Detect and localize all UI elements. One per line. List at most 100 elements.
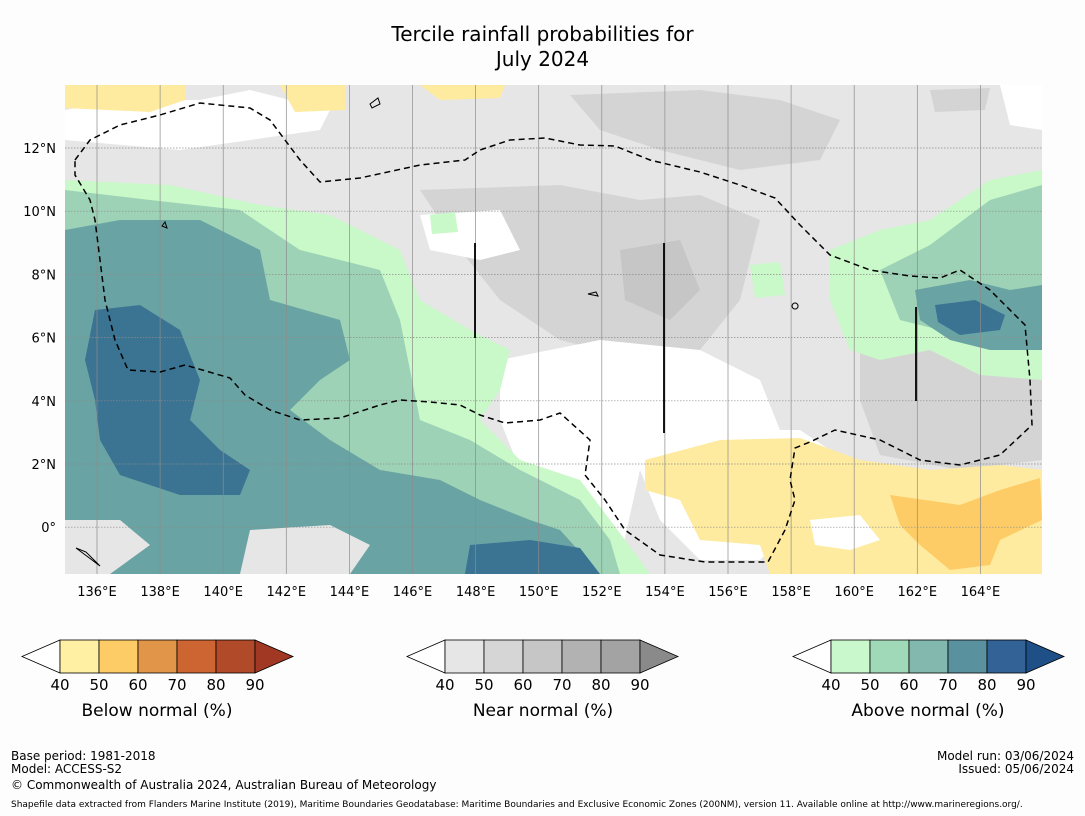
colorbar-title-below: Below normal (%)	[81, 701, 233, 721]
below-normal-area	[890, 478, 1042, 570]
map-title: Tercile rainfall probabilities for July …	[0, 22, 1085, 72]
longitude-label: 162°E	[898, 585, 938, 600]
white-area	[1000, 85, 1042, 130]
longitude-label: 138°E	[140, 585, 180, 600]
above-normal-40	[430, 212, 458, 234]
colorbar-tick-label: 40	[50, 676, 69, 694]
colorbar-cell	[483, 639, 524, 674]
footer-model: Model: ACCESS-S2	[11, 762, 123, 776]
colorbar-cell	[869, 639, 910, 674]
colorbar-cell	[947, 639, 988, 674]
colorbar-tick-label: 60	[513, 676, 532, 694]
longitude-label: 164°E	[961, 585, 1001, 600]
longitude-label: 144°E	[330, 585, 370, 600]
colorbar-tick-label: 70	[938, 676, 957, 694]
latitude-label: 12°N	[23, 142, 56, 157]
below-normal-area	[420, 85, 505, 100]
colorbar-tick-label: 80	[977, 676, 996, 694]
colorbar-cell	[908, 639, 949, 674]
colorbar-under-triangle	[20, 639, 61, 674]
footer-model-run: Model run: 03/06/2024	[936, 749, 1074, 763]
colorbar-over-triangle	[1025, 639, 1066, 674]
latitude-label: 2°N	[32, 458, 57, 473]
colorbar-title-above: Above normal (%)	[851, 701, 1005, 721]
footer-base-period: Base period: 1981-2018	[11, 749, 156, 763]
longitude-label: 140°E	[203, 585, 243, 600]
grid-lines	[65, 85, 1042, 574]
colorbar-tick-label: 40	[821, 676, 840, 694]
white-area	[810, 515, 880, 550]
below-normal-area	[280, 85, 345, 112]
longitude-label: 142°E	[267, 585, 307, 600]
longitude-label: 148°E	[456, 585, 496, 600]
colorbar-cell	[215, 639, 256, 674]
colorbar-tick-label: 70	[552, 676, 571, 694]
colorbar-0: 40 50 60 70 80 90	[20, 639, 295, 694]
map-title-line2: July 2024	[495, 47, 590, 71]
colorbar-tick-label: 90	[245, 676, 264, 694]
latitude-labels: 12°N 10°N 8°N 6°N 4°N 2°N 0°	[23, 142, 56, 536]
colorbar-under-triangle	[405, 639, 446, 674]
below-normal-area	[65, 85, 185, 112]
colorbar-cell	[561, 639, 602, 674]
colorbar-cell	[98, 639, 139, 674]
colorbar-cell	[600, 639, 641, 674]
colorbar-tick-label: 40	[435, 676, 454, 694]
latitude-label: 4°N	[32, 395, 57, 410]
latitude-label: 6°N	[32, 332, 57, 347]
above-normal-70	[85, 305, 250, 495]
colorbar-tick-label: 70	[167, 676, 186, 694]
colorbar-title-near: Near normal (%)	[472, 701, 614, 721]
colorbar-over-triangle	[254, 639, 295, 674]
footer-shapefile-credit: Shapefile data extracted from Flanders M…	[11, 800, 1023, 810]
latitude-label: 10°N	[23, 205, 56, 220]
colorbar-tick-label: 60	[899, 676, 918, 694]
colorbar-under-triangle	[791, 639, 832, 674]
longitude-label: 154°E	[645, 585, 685, 600]
colorbar-cell	[59, 639, 100, 674]
footer-issued: Issued: 05/06/2024	[958, 762, 1074, 776]
colorbar-cell	[830, 639, 871, 674]
latitude-label: 0°	[41, 521, 56, 536]
colorbar-cell	[986, 639, 1027, 674]
latitude-label: 8°N	[32, 268, 57, 283]
longitude-label: 150°E	[519, 585, 559, 600]
colorbar-tick-label: 90	[630, 676, 649, 694]
map-title-line1: Tercile rainfall probabilities for	[391, 22, 694, 46]
longitude-label: 158°E	[771, 585, 811, 600]
colorbar-over-triangle	[639, 639, 680, 674]
colorbar-cell	[137, 639, 178, 674]
eez-boundary	[74, 102, 1033, 563]
colorbar-cell	[176, 639, 217, 674]
colorbar-tick-label: 90	[1016, 676, 1035, 694]
longitude-labels: 136°E 138°E 140°E 142°E 144°E 146°E 148°E 150°E…	[77, 585, 1000, 600]
colorbars: 40 50 60 70 80 90 40 50 60 70 80 90 40 50 60 70 80 90	[20, 639, 1066, 694]
island-outlines	[75, 97, 799, 567]
near-normal-patch	[620, 240, 700, 320]
rainfall-probability-map: 136°E 138°E 140°E 142°E 144°E 146°E 148°E 150°E…	[23, 85, 1042, 600]
near-normal-patch	[240, 525, 370, 574]
colorbar-tick-label: 50	[89, 676, 108, 694]
longitude-label: 152°E	[582, 585, 622, 600]
colorbar-cell	[522, 639, 563, 674]
near-normal-patch	[570, 90, 840, 170]
colorbar-cell	[444, 639, 485, 674]
footer-copyright: © Commonwealth of Australia 2024, Austra…	[11, 778, 437, 792]
colorbar-2: 40 50 60 70 80 90	[791, 639, 1066, 694]
colorbar-tick-label: 80	[591, 676, 610, 694]
above-normal-40	[750, 262, 785, 298]
longitude-label: 156°E	[708, 585, 748, 600]
colorbar-tick-label: 80	[206, 676, 225, 694]
above-normal-70	[935, 300, 1005, 335]
colorbar-tick-label: 60	[128, 676, 147, 694]
map-fields	[65, 85, 1042, 574]
above-normal-70	[465, 540, 600, 574]
longitude-label: 160°E	[834, 585, 874, 600]
colorbar-tick-label: 50	[474, 676, 493, 694]
longitude-label: 136°E	[77, 585, 117, 600]
colorbar-1: 40 50 60 70 80 90	[405, 639, 680, 694]
colorbar-tick-label: 50	[860, 676, 879, 694]
near-normal-patch	[930, 88, 990, 112]
longitude-label: 146°E	[393, 585, 433, 600]
near-normal-patch	[65, 520, 150, 574]
